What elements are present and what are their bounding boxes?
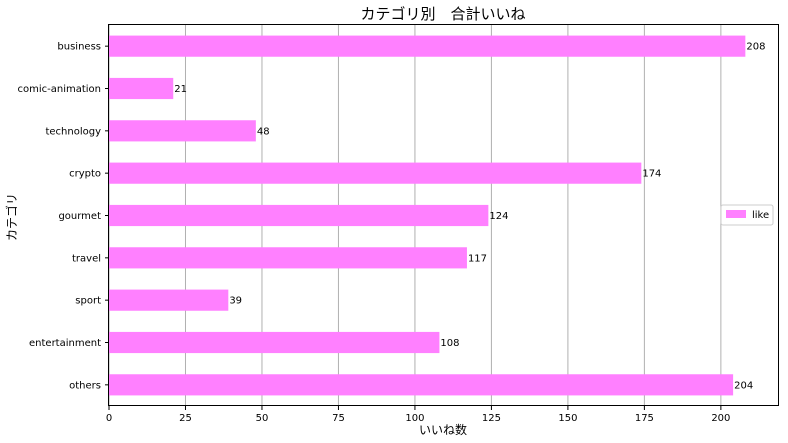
- data-label: 204: [734, 380, 753, 391]
- y-tick-labels: business comic-animation technology crypto g…: [17, 42, 109, 391]
- y-tick-label: entertainment: [29, 338, 101, 349]
- x-tick-label: 100: [405, 413, 424, 424]
- x-tick-labels: 0 25 50 75 100 125 150 175 200: [106, 406, 730, 424]
- bar-entertainment: [109, 331, 440, 354]
- y-tick-label: others: [69, 380, 101, 391]
- y-tick-label: gourmet: [58, 211, 101, 222]
- bar-crypto: [109, 162, 642, 184]
- legend-label: like: [752, 210, 769, 221]
- x-tick-label: 200: [711, 413, 730, 424]
- y-tick-label: technology: [45, 126, 101, 137]
- x-tick-label: 150: [558, 413, 577, 424]
- legend-swatch: [726, 210, 746, 218]
- data-label: 108: [440, 338, 459, 349]
- y-tick-label: sport: [75, 296, 101, 307]
- data-label: 124: [489, 211, 508, 222]
- data-labels: 208 21 48 174 124 117 39 108 204: [174, 42, 765, 392]
- data-label: 39: [229, 296, 242, 307]
- legend: like: [720, 204, 774, 226]
- y-tick-label: travel: [72, 253, 101, 264]
- bar-sport: [109, 289, 229, 311]
- x-tick-label: 175: [635, 413, 654, 424]
- y-tick-label: business: [57, 42, 101, 53]
- data-label: 48: [257, 126, 270, 137]
- bars: [109, 35, 746, 396]
- data-label: 208: [746, 42, 765, 53]
- chart-title: カテゴリ別 合計いいね: [360, 5, 525, 23]
- y-tick-label: crypto: [69, 169, 101, 180]
- x-tick-label: 125: [482, 413, 501, 424]
- bar-business: [109, 35, 746, 57]
- x-tick-label: 25: [179, 413, 192, 424]
- x-tick-label: 0: [106, 413, 112, 424]
- bar-travel: [109, 247, 467, 269]
- y-tick-label: comic-animation: [17, 84, 101, 95]
- bar-comic-animation: [109, 77, 174, 100]
- x-tick-label: 50: [256, 413, 269, 424]
- data-label: 21: [174, 84, 187, 95]
- bar-others: [109, 374, 734, 396]
- bar-technology: [109, 120, 256, 142]
- x-tick-label: 75: [332, 413, 345, 424]
- y-axis-title: カテゴリ: [4, 193, 19, 241]
- data-label: 174: [642, 169, 661, 180]
- data-label: 117: [468, 253, 487, 264]
- bar-gourmet: [109, 204, 489, 227]
- x-axis-title: いいね数: [419, 422, 467, 437]
